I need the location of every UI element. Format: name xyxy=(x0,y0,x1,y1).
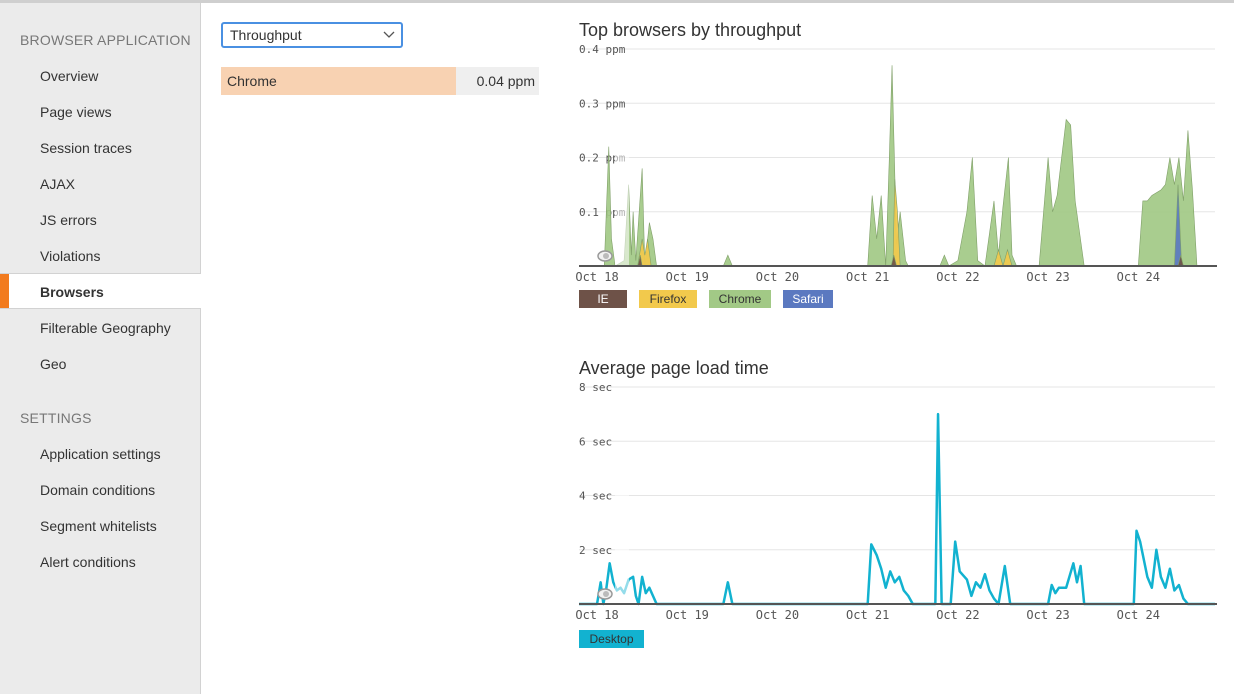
series-area-chrome[interactable] xyxy=(603,65,1215,267)
x-tick-label: Oct 18 xyxy=(575,270,618,284)
y-tick-label: 8 sec xyxy=(579,381,612,394)
sidebar-item-geo[interactable]: Geo xyxy=(40,356,67,372)
x-tick-label: Oct 20 xyxy=(756,608,799,622)
section-settings: SETTINGS xyxy=(20,410,92,426)
chevron-down-icon xyxy=(383,31,395,38)
x-tick-label: Oct 19 xyxy=(666,270,709,284)
sidebar-item-application-settings[interactable]: Application settings xyxy=(40,446,161,462)
sidebar: BROWSER APPLICATION Overview Page views … xyxy=(0,3,201,694)
annotation-marker-dot xyxy=(603,591,609,597)
sidebar-item-browsers[interactable]: Browsers xyxy=(0,273,201,309)
sidebar-item-ajax[interactable]: AJAX xyxy=(40,176,76,192)
chart-title-page-load: Average page load time xyxy=(579,358,769,378)
x-tick-label: Oct 22 xyxy=(936,608,979,622)
x-tick-label: Oct 23 xyxy=(1026,608,1069,622)
y-tick-label: 4 sec xyxy=(579,490,612,503)
x-tick-label: Oct 24 xyxy=(1117,270,1160,284)
sidebar-item-page-views[interactable]: Page views xyxy=(40,104,112,120)
dim-overlay xyxy=(615,139,629,266)
top-border xyxy=(0,0,1234,3)
series-area-firefox[interactable] xyxy=(637,179,1013,268)
sidebar-item-domain-conditions[interactable]: Domain conditions xyxy=(40,482,156,498)
dim-overlay xyxy=(615,477,629,604)
y-tick-label: 0.3 ppm xyxy=(579,97,626,110)
metric-select[interactable]: Throughput xyxy=(221,22,403,48)
legend-item-firefox[interactable]: Firefox xyxy=(639,290,697,308)
section-browser-application: BROWSER APPLICATION xyxy=(20,32,191,48)
y-tick-label: 6 sec xyxy=(579,435,612,448)
y-tick-label: 2 sec xyxy=(579,544,612,557)
browser-row-bar xyxy=(221,67,457,95)
sidebar-item-segment-whitelists[interactable]: Segment whitelists xyxy=(40,518,157,534)
legend-item-desktop[interactable]: Desktop xyxy=(579,630,644,648)
sidebar-item-overview[interactable]: Overview xyxy=(40,68,99,84)
browser-row-chrome[interactable]: Chrome 0.04 ppm xyxy=(221,67,539,95)
series-line-desktop[interactable] xyxy=(579,412,1215,606)
page-load-chart: 8 sec 6 sec 4 sec 2 sec Oct 18 Oct 19 Oct 20 Oc… xyxy=(575,381,1217,622)
throughput-chart: 0.4 ppm 0.3 ppm 0.2 ppm 0.1 ppm Oct 18 Oct 19… xyxy=(575,43,1217,284)
legend-item-safari[interactable]: Safari xyxy=(783,290,833,308)
y-tick-label: 0.4 ppm xyxy=(579,43,626,56)
browser-row-value: 0.04 ppm xyxy=(476,73,535,89)
y-tick-label: 0.1 ppm xyxy=(579,206,626,219)
browser-row-label: Chrome xyxy=(227,73,277,89)
y-tick-label: 0.2 ppm xyxy=(579,152,626,165)
sidebar-item-alert-conditions[interactable]: Alert conditions xyxy=(40,554,136,570)
x-tick-label: Oct 21 xyxy=(846,608,889,622)
x-tick-label: Oct 23 xyxy=(1026,270,1069,284)
x-tick-label: Oct 24 xyxy=(1117,608,1160,622)
legend-item-chrome[interactable]: Chrome xyxy=(709,290,771,308)
x-tick-label: Oct 21 xyxy=(846,270,889,284)
sidebar-item-violations[interactable]: Violations xyxy=(40,248,101,264)
chart-title-throughput: Top browsers by throughput xyxy=(579,20,802,40)
x-tick-label: Oct 18 xyxy=(575,608,618,622)
sidebar-item-session-traces[interactable]: Session traces xyxy=(40,140,132,156)
series-area-ie[interactable] xyxy=(637,255,1184,267)
sidebar-item-js-errors[interactable]: JS errors xyxy=(40,212,97,228)
x-tick-label: Oct 22 xyxy=(936,270,979,284)
metric-select-value: Throughput xyxy=(230,27,302,43)
annotation-marker-dot xyxy=(603,253,609,259)
legend-item-ie[interactable]: IE xyxy=(579,290,627,308)
x-tick-label: Oct 20 xyxy=(756,270,799,284)
sidebar-item-filterable-geography[interactable]: Filterable Geography xyxy=(40,320,171,336)
x-tick-label: Oct 19 xyxy=(666,608,709,622)
